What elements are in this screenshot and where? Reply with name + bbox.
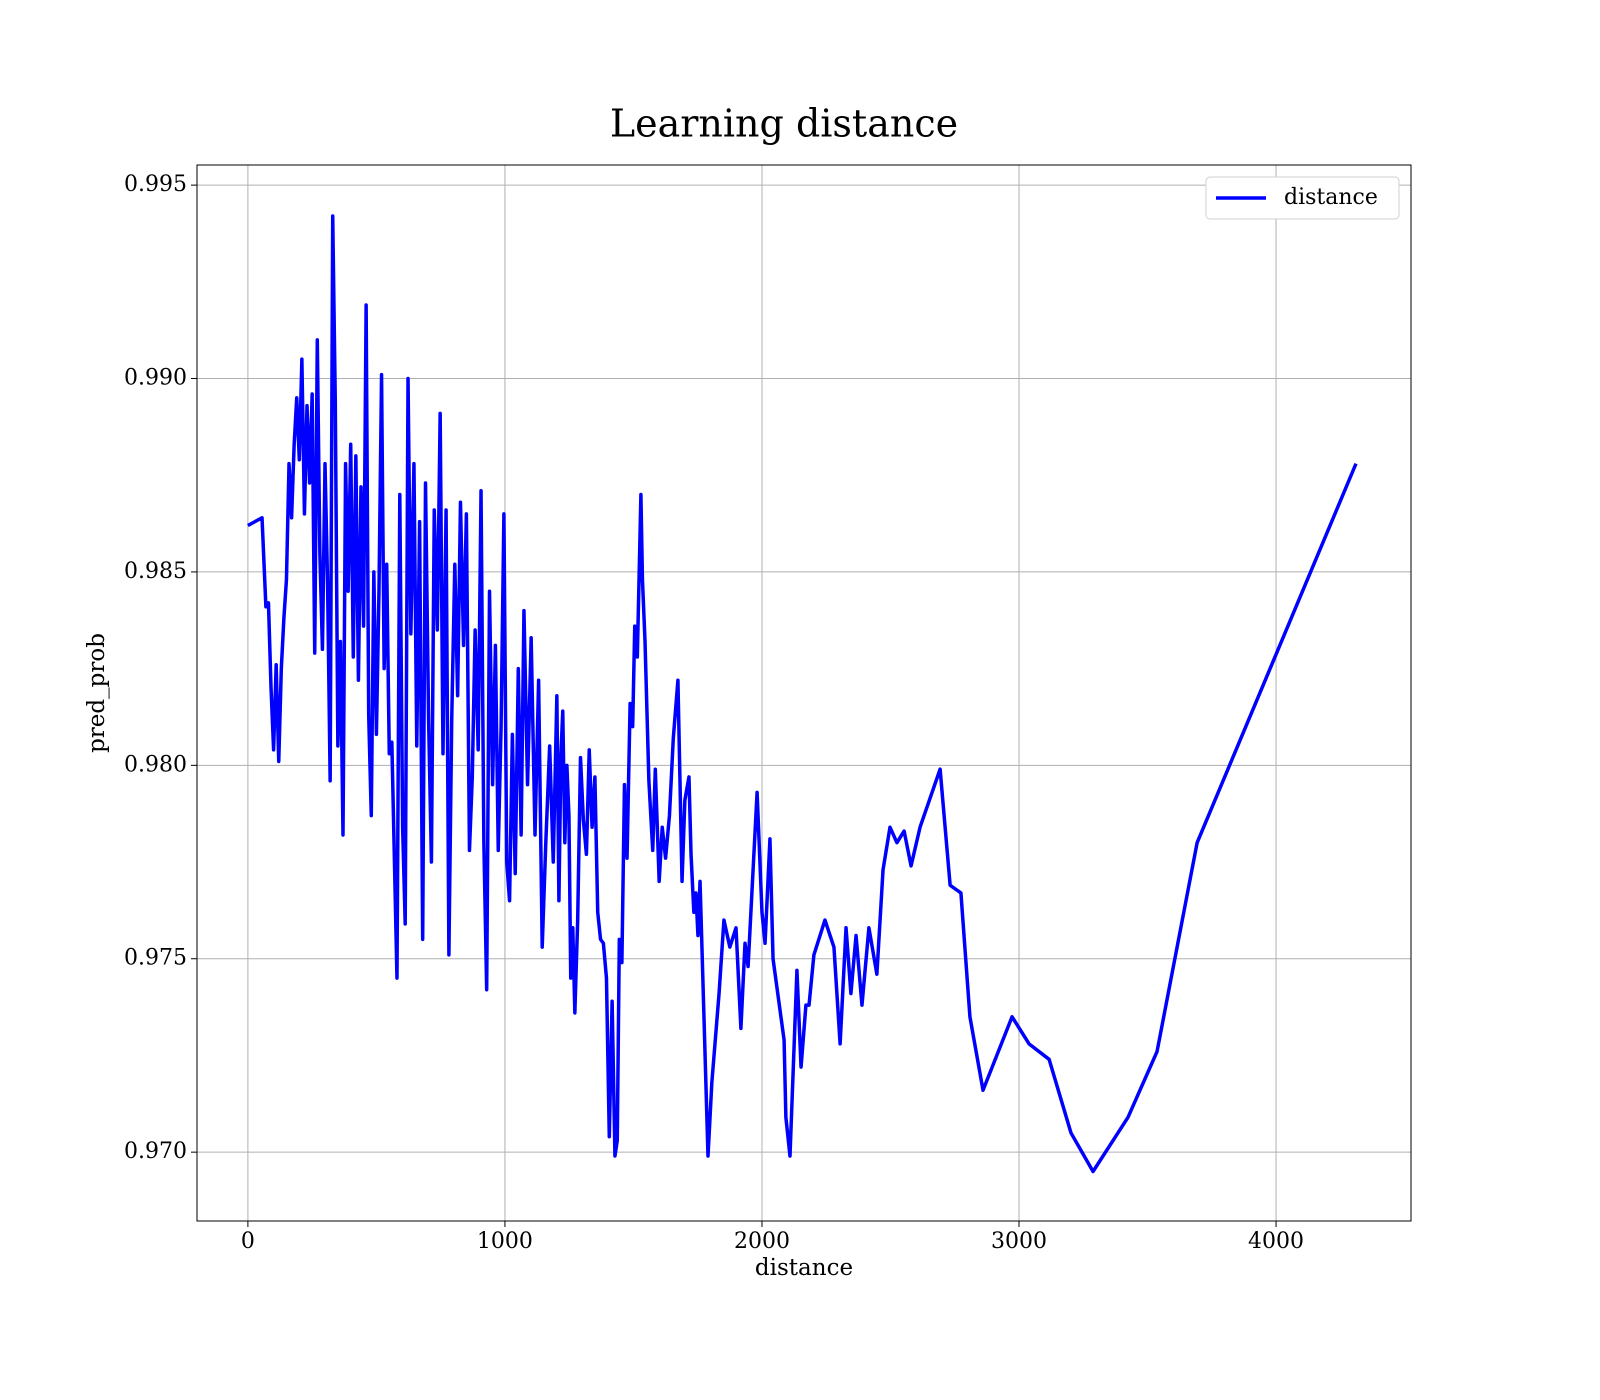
chart-title: Learning distance <box>610 102 958 146</box>
x-tick-label: 0 <box>241 1229 255 1254</box>
x-tick-label: 1000 <box>477 1229 533 1254</box>
y-tick-label: 0.970 <box>124 1139 187 1164</box>
data-line <box>247 214 1358 1174</box>
y-axis-label: pred_prob <box>84 633 110 753</box>
y-tick-label: 0.995 <box>124 172 187 197</box>
x-tick-label: 3000 <box>991 1229 1047 1254</box>
x-tick-label: 2000 <box>734 1229 790 1254</box>
y-tick-label: 0.975 <box>124 946 187 971</box>
y-tick-label: 0.985 <box>124 559 187 584</box>
legend-box <box>1205 176 1400 220</box>
x-axis-label: distance <box>755 1255 853 1281</box>
y-tick-label: 0.980 <box>124 752 187 777</box>
y-tick-label: 0.990 <box>124 366 187 391</box>
axes-frame <box>196 164 1412 1222</box>
x-tick-label: 4000 <box>1248 1229 1304 1254</box>
legend-label: distance <box>1284 185 1378 210</box>
